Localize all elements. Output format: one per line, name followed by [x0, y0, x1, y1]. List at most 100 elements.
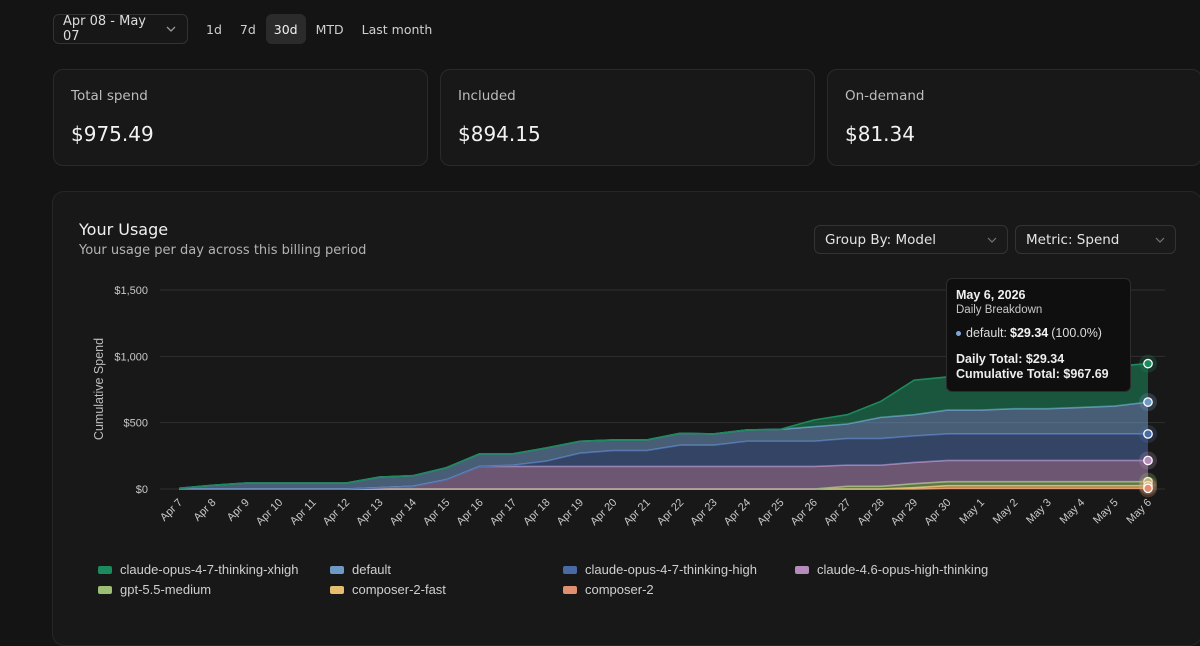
- card-label: Included: [458, 88, 516, 104]
- chevron-down-icon: [164, 22, 178, 36]
- legend-swatch: [563, 565, 577, 574]
- x-tick-label: Apr 13: [354, 497, 385, 528]
- legend-swatch: [330, 565, 344, 574]
- legend-label: gpt-5.5-medium: [120, 582, 212, 597]
- x-tick-label: Apr 27: [822, 497, 853, 528]
- legend-swatch: [98, 585, 112, 594]
- date-range-select[interactable]: Apr 08 - May 07: [53, 14, 188, 44]
- y-tick-label: $1,500: [114, 285, 148, 297]
- x-tick-label: May 4: [1058, 497, 1088, 527]
- card-value: $81.34: [845, 122, 915, 146]
- x-tick-label: Apr 10: [254, 497, 285, 528]
- card-label: Total spend: [71, 88, 148, 104]
- tooltip-row-pct: (100.0%): [1051, 326, 1102, 340]
- y-tick-label: $0: [136, 484, 148, 496]
- x-tick-label: Apr 26: [789, 497, 820, 528]
- area-default: [179, 402, 1148, 489]
- chevron-down-icon: [1153, 233, 1167, 247]
- card-value: $975.49: [71, 122, 154, 146]
- area-claude-opus-4-7-thinking-high: [179, 433, 1148, 489]
- x-tick-label: Apr 14: [388, 497, 419, 528]
- legend-item-composer-2[interactable]: composer-2: [563, 582, 654, 597]
- x-tick-label: Apr 11: [288, 497, 319, 528]
- area-gpt-5-5-medium: [179, 481, 1148, 489]
- x-tick-label: Apr 7: [158, 497, 185, 524]
- legend-swatch: [795, 565, 809, 574]
- x-tick-label: May 1: [957, 497, 987, 527]
- tooltip-subtitle: Daily Breakdown: [956, 304, 1043, 316]
- y-tick-label: $1,000: [114, 351, 148, 363]
- date-toolbar: Apr 08 - May 07 1d 7d 30d MTD Last month: [53, 14, 442, 44]
- tooltip-cumulative-total: Cumulative Total: $967.69: [956, 367, 1109, 381]
- legend-label: claude-opus-4-7-thinking-xhigh: [120, 562, 299, 577]
- x-tick-label: Apr 29: [889, 497, 920, 528]
- hover-point: [1143, 358, 1153, 369]
- x-tick-label: May 2: [991, 497, 1021, 527]
- legend-item-gpt-5-5-medium[interactable]: gpt-5.5-medium: [98, 582, 211, 597]
- legend-label: claude-4.6-opus-high-thinking: [817, 562, 989, 577]
- x-tick-label: Apr 30: [922, 497, 953, 528]
- preset-last-month[interactable]: Last month: [361, 21, 433, 37]
- x-tick-label: Apr 16: [454, 497, 485, 528]
- panel-title: Your Usage: [79, 220, 169, 239]
- hover-point: [1143, 483, 1153, 494]
- legend-item-claude-4-6-opus-high-thinking[interactable]: claude-4.6-opus-high-thinking: [795, 562, 988, 577]
- metric-label: Metric: Spend: [1026, 231, 1120, 248]
- hover-point: [1143, 429, 1153, 439]
- x-tick-label: Apr 17: [488, 497, 519, 528]
- legend-label: composer-2: [585, 582, 654, 597]
- legend-swatch: [98, 565, 112, 574]
- x-tick-label: Apr 28: [855, 497, 886, 528]
- panel-subtitle: Your usage per day across this billing p…: [79, 243, 367, 258]
- x-tick-label: Apr 25: [755, 497, 786, 528]
- card-value: $894.15: [458, 122, 541, 146]
- area-claude-4-6-opus-high-thinking: [179, 460, 1148, 489]
- chevron-down-icon: [985, 233, 999, 247]
- group-by-label: Group By: Model: [825, 231, 937, 248]
- x-tick-label: May 6: [1124, 497, 1154, 527]
- legend-label: composer-2-fast: [352, 582, 446, 597]
- chart-tooltip: May 6, 2026 Daily Breakdown default: $29…: [946, 278, 1131, 392]
- x-tick-label: Apr 22: [655, 497, 686, 528]
- group-by-select[interactable]: Group By: Model: [814, 225, 1008, 254]
- tooltip-date: May 6, 2026: [956, 288, 1026, 302]
- legend-swatch: [563, 585, 577, 594]
- x-tick-label: Apr 18: [521, 497, 552, 528]
- legend-item-claude-opus-4-7-thinking-high[interactable]: claude-opus-4-7-thinking-high: [563, 562, 757, 577]
- x-tick-label: Apr 9: [225, 497, 252, 524]
- x-tick-label: May 3: [1024, 497, 1054, 527]
- x-tick-label: Apr 8: [191, 497, 218, 524]
- legend-swatch: [330, 585, 344, 594]
- x-tick-label: May 5: [1091, 497, 1121, 527]
- date-range-label: Apr 08 - May 07: [63, 14, 146, 44]
- x-tick-label: Apr 21: [622, 497, 653, 528]
- legend-label: claude-opus-4-7-thinking-high: [585, 562, 757, 577]
- x-tick-label: Apr 19: [555, 497, 586, 528]
- x-tick-label: Apr 24: [722, 497, 753, 528]
- x-tick-label: Apr 15: [421, 497, 452, 528]
- legend-item-composer-2-fast[interactable]: composer-2-fast: [330, 582, 446, 597]
- legend-item-claude-opus-4-7-thinking-xhigh[interactable]: claude-opus-4-7-thinking-xhigh: [98, 562, 299, 577]
- hover-point: [1143, 455, 1153, 466]
- preset-30d[interactable]: 30d: [265, 14, 306, 44]
- x-tick-label: Apr 20: [588, 497, 619, 528]
- card-label: On-demand: [845, 88, 925, 104]
- tooltip-row: default: $29.34 (100.0%): [956, 326, 1121, 340]
- preset-mtd[interactable]: MTD: [315, 21, 344, 37]
- hover-point: [1143, 397, 1153, 407]
- preset-1d[interactable]: 1d: [206, 21, 222, 37]
- metric-select[interactable]: Metric: Spend: [1015, 225, 1176, 254]
- x-tick-label: Apr 12: [321, 497, 352, 528]
- area-claude-opus-4-7-thinking-xhigh: [179, 363, 1148, 489]
- y-axis-label: Cumulative Spend: [92, 338, 106, 440]
- total-spend-card: Total spend $975.49: [53, 69, 428, 166]
- tooltip-row-label: default:: [966, 326, 1008, 340]
- range-presets: 1d 7d 30d MTD Last month: [198, 14, 442, 44]
- legend-item-default[interactable]: default: [330, 562, 391, 577]
- x-tick-label: Apr 23: [688, 497, 719, 528]
- preset-7d[interactable]: 7d: [239, 21, 256, 37]
- tooltip-row-value: $29.34: [1010, 326, 1049, 340]
- series-dot-icon: [956, 330, 961, 336]
- tooltip-daily-total: Daily Total: $29.34: [956, 352, 1065, 366]
